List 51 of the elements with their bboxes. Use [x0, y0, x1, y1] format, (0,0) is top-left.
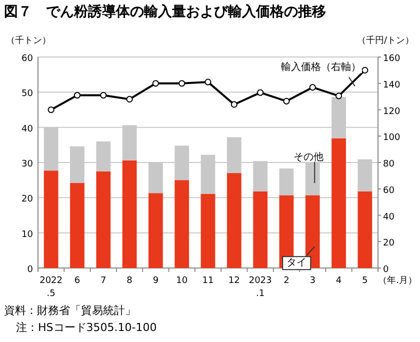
- series-label: タイ: [286, 258, 307, 269]
- y-tick-label: 40: [22, 124, 34, 134]
- y-tick-label: 20: [22, 194, 34, 205]
- x-tick-label: 5: [362, 276, 368, 286]
- y2-tick-label: 160: [383, 54, 400, 64]
- point: [100, 92, 107, 99]
- y-tick-label: 0: [27, 265, 34, 275]
- text: 注：HSコード3505.10-100: [16, 321, 157, 334]
- x-tick-label: 11: [202, 276, 214, 286]
- x-tick-label: 2023 .1: [248, 276, 272, 299]
- y2-tick-label: 80: [383, 160, 395, 170]
- y-tick-label: 30: [22, 160, 34, 170]
- point: [309, 84, 316, 91]
- x-tick-label: 3: [310, 276, 316, 286]
- point: [204, 78, 212, 86]
- chart-title: 図７ でん粉誘導体の輸入量および輸入価格の推移: [4, 3, 326, 20]
- series-label: その他: [294, 150, 324, 163]
- point: [178, 80, 186, 87]
- y2-axis-title: （千円/トン）: [356, 35, 414, 46]
- point: [283, 98, 290, 104]
- point: [362, 66, 368, 74]
- point: [152, 80, 159, 87]
- x-tick-label: 4: [336, 276, 342, 286]
- point: [230, 101, 238, 108]
- y-tick-label: 60: [22, 54, 34, 64]
- y2-tick-label: 100: [383, 133, 400, 144]
- point: [48, 106, 54, 114]
- point: [257, 89, 264, 96]
- y2-tick-label: 140: [383, 80, 400, 90]
- text: 資料：財務省「貿易統計」: [4, 304, 136, 317]
- y2-tick-label: 60: [383, 186, 395, 196]
- x-tick-label: 12: [228, 276, 240, 286]
- y-axis-title: （千トン）: [6, 35, 51, 46]
- x-tick-label: 2022 .5: [40, 276, 63, 299]
- y2-tick-label: 40: [383, 212, 395, 222]
- x-axis-title: （年.月）: [378, 275, 417, 286]
- series-label: 輸入価格（右軸）: [280, 61, 361, 74]
- x-tick-label: 2: [284, 276, 290, 286]
- point: [335, 92, 342, 100]
- y-tick-label: 10: [22, 230, 34, 240]
- y2-tick-label: 0: [383, 265, 389, 275]
- x-tick-label: 8: [126, 276, 133, 286]
- x-tick-label: 7: [100, 276, 106, 286]
- point: [74, 92, 81, 99]
- y-tick-label: 50: [22, 89, 34, 100]
- y2-tick-label: 120: [383, 106, 400, 117]
- x-tick-label: 9: [152, 276, 159, 286]
- y2-tick-label: 20: [383, 238, 395, 249]
- x-tick-label: 6: [74, 276, 80, 286]
- x-tick-label: 10: [176, 276, 188, 286]
- point: [126, 96, 133, 102]
